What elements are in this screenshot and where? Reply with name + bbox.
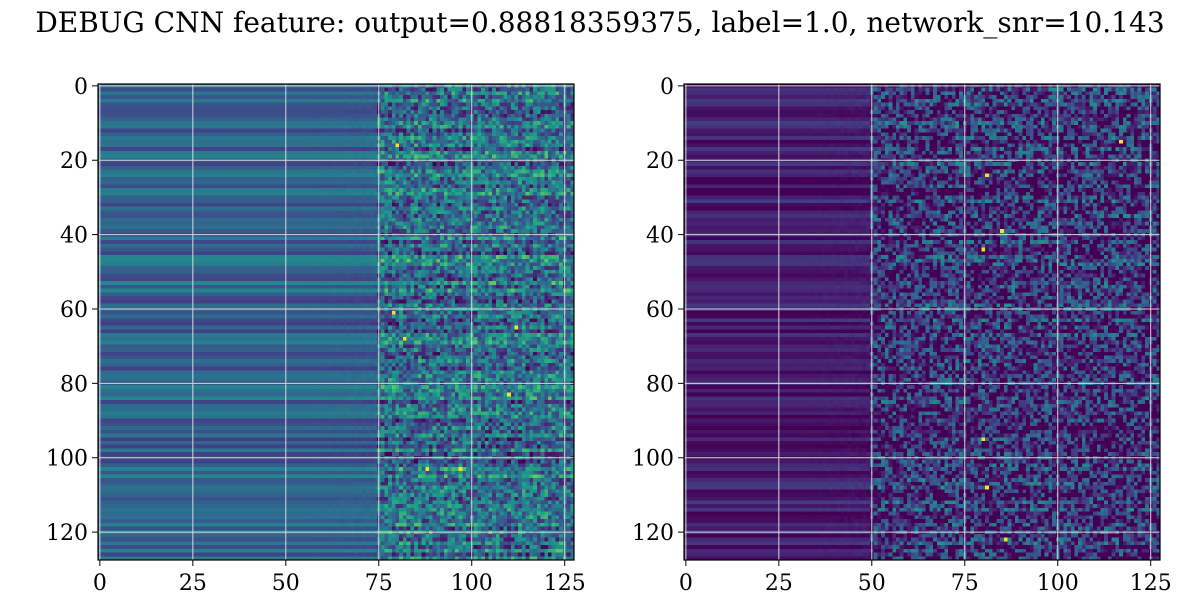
y-tick-label: 20	[60, 149, 88, 174]
plot-frame	[97, 83, 575, 561]
y-tick-label: 100	[632, 447, 674, 472]
y-tick-label: 60	[646, 298, 674, 323]
y-tick-label: 0	[660, 75, 674, 100]
x-tick-label: 125	[1130, 571, 1172, 596]
y-tick-label: 40	[60, 224, 88, 249]
y-tick-label: 80	[646, 372, 674, 397]
y-tick-label: 80	[60, 372, 88, 397]
heatmap-image	[98, 84, 574, 560]
plot-frame	[683, 83, 1161, 561]
heatmap-panel-2: 0 25 50 75 100 125 0 20 40 60 80 100 120	[632, 75, 1172, 596]
y-tick-label: 20	[646, 149, 674, 174]
heatmap-panel-1: 0 25 50 75 100 125 0 20 40 60 80 100 120	[46, 75, 586, 596]
x-tick-label: 75	[365, 571, 393, 596]
x-tick-label: 75	[951, 571, 979, 596]
y-tick-label: 60	[60, 298, 88, 323]
figure-title: DEBUG CNN feature: output=0.88818359375,…	[35, 6, 1165, 39]
heatmap-image	[684, 84, 1160, 560]
y-tick-label: 40	[646, 224, 674, 249]
y-tick-label: 120	[46, 521, 88, 546]
x-tick-label: 0	[93, 571, 107, 596]
x-tick-label: 100	[1037, 571, 1079, 596]
x-tick-label: 50	[858, 571, 886, 596]
x-tick-label: 100	[451, 571, 493, 596]
x-tick-label: 125	[544, 571, 586, 596]
y-tick-label: 120	[632, 521, 674, 546]
x-tick-label: 0	[679, 571, 693, 596]
y-tick-label: 0	[74, 75, 88, 100]
y-tick-label: 100	[46, 447, 88, 472]
x-tick-label: 50	[272, 571, 300, 596]
x-tick-label: 25	[765, 571, 793, 596]
x-tick-label: 25	[179, 571, 207, 596]
